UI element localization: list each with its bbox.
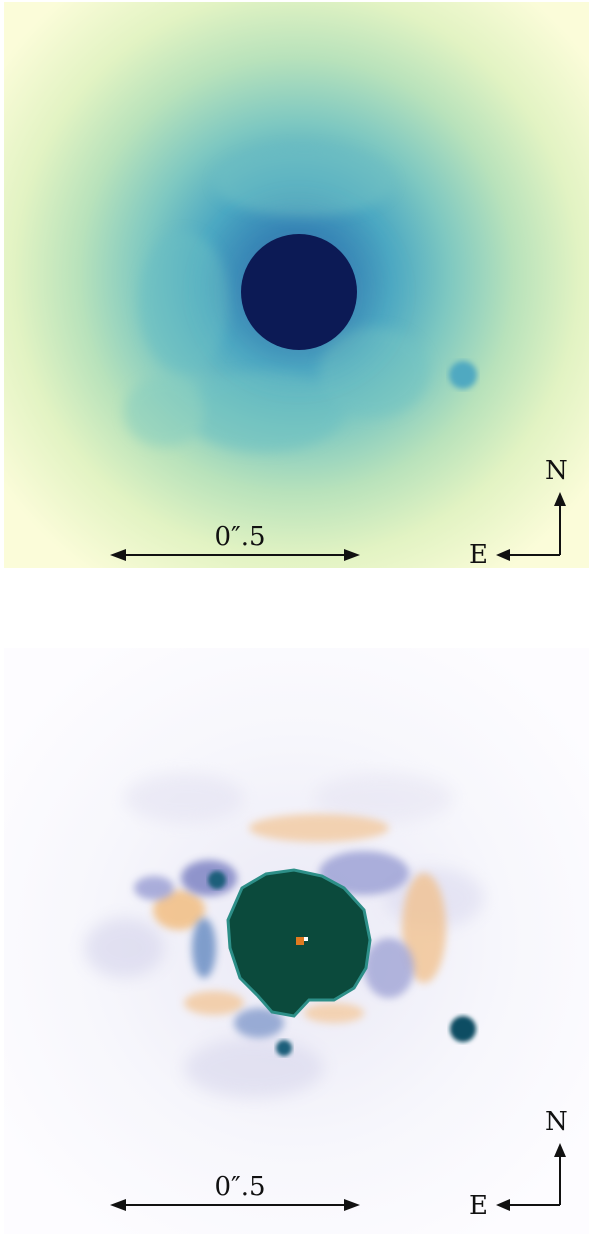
scale-bar-label: 0″.5 [214,522,266,552]
scale-bar-label: 0″.5 [214,1172,266,1202]
star-core [241,234,357,350]
companion-source [449,361,477,389]
top-image-panel: 0″.5 N E [4,2,589,588]
top-star-image [4,2,589,568]
east-label: E [469,540,488,570]
bottom-image-panel: 0″.5 N E [4,648,589,1234]
bottom-residual-image [4,648,589,1234]
north-label: N [545,1107,568,1137]
east-label: E [469,1191,488,1221]
north-label: N [545,456,568,486]
companion-source [450,1016,476,1042]
